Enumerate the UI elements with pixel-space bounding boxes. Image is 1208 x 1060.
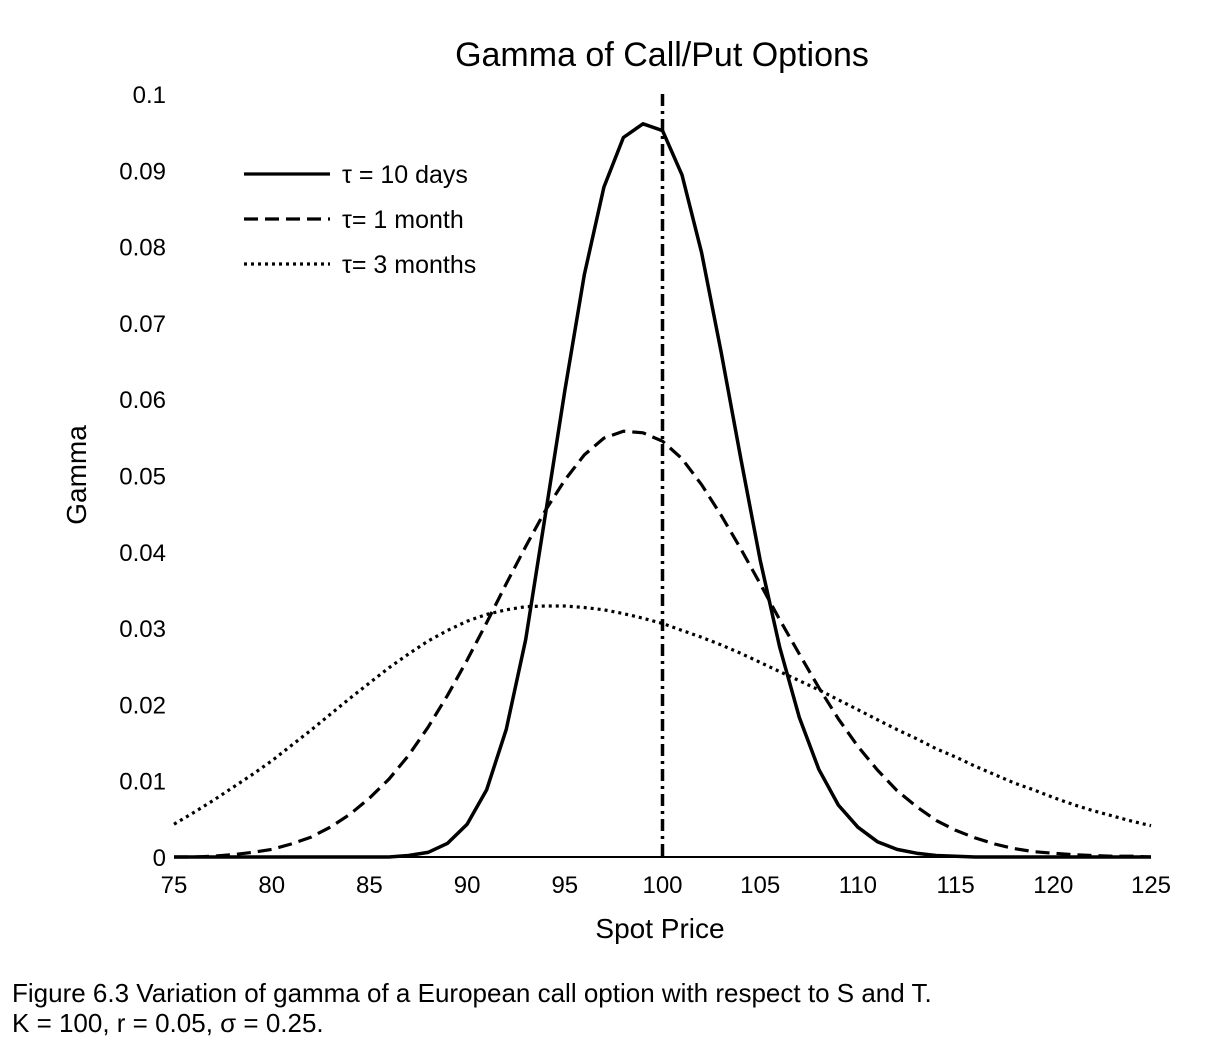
x-tick-label: 80 bbox=[258, 872, 285, 899]
series-line-2 bbox=[174, 429, 1152, 859]
chart-title: Gamma of Call/Put Options bbox=[455, 36, 869, 74]
x-tick-label: 105 bbox=[740, 872, 780, 899]
y-tick-label: 0.03 bbox=[119, 616, 166, 643]
y-axis-ticks: 0 0.01 0.02 0.03 0.04 0.05 0.06 0.07 0.08 0.09 0.1 bbox=[119, 82, 166, 872]
y-tick-label: 0.1 bbox=[133, 82, 166, 109]
y-tick-label: 0.08 bbox=[119, 235, 166, 262]
x-tick-label: 95 bbox=[551, 872, 578, 899]
x-axis-label: Spot Price bbox=[595, 913, 724, 944]
x-tick-label: 100 bbox=[642, 872, 682, 899]
y-tick-label: 0.02 bbox=[119, 692, 166, 719]
y-tick-label: 0.05 bbox=[119, 464, 166, 491]
x-tick-label: 125 bbox=[1131, 872, 1171, 899]
legend-label-1: τ = 10 days bbox=[342, 161, 468, 189]
y-tick-label: 0.06 bbox=[119, 387, 166, 414]
y-tick-label: 0.01 bbox=[119, 769, 166, 796]
y-tick-label: 0.09 bbox=[119, 158, 166, 185]
y-tick-label: 0 bbox=[153, 845, 166, 872]
legend-label-2: τ= 1 month bbox=[342, 206, 464, 234]
caption-line-2: K = 100, r = 0.05, σ = 0.25. bbox=[12, 1008, 324, 1038]
x-tick-label: 75 bbox=[161, 872, 188, 899]
legend: τ = 10 days τ= 1 month τ= 3 months bbox=[244, 161, 476, 279]
legend-label-3: τ= 3 months bbox=[342, 251, 476, 279]
x-tick-label: 110 bbox=[839, 872, 877, 899]
x-tick-label: 90 bbox=[454, 872, 481, 899]
y-tick-label: 0.07 bbox=[119, 311, 166, 338]
x-tick-label: 85 bbox=[356, 872, 383, 899]
y-tick-label: 0.04 bbox=[119, 540, 166, 567]
x-tick-label: 120 bbox=[1033, 872, 1073, 899]
y-axis-label: Gamma bbox=[61, 425, 92, 525]
caption-line-1: Figure 6.3 Variation of gamma of a Europ… bbox=[12, 978, 932, 1008]
x-tick-label: 115 bbox=[936, 872, 974, 899]
x-axis-ticks: 75 80 85 90 95 100 105 110 115 120 125 bbox=[161, 872, 1171, 899]
figure-caption: Figure 6.3 Variation of gamma of a Europ… bbox=[12, 978, 1202, 1038]
gamma-chart: Gamma of Call/Put Options 00.010.020.030… bbox=[61, 36, 1171, 944]
